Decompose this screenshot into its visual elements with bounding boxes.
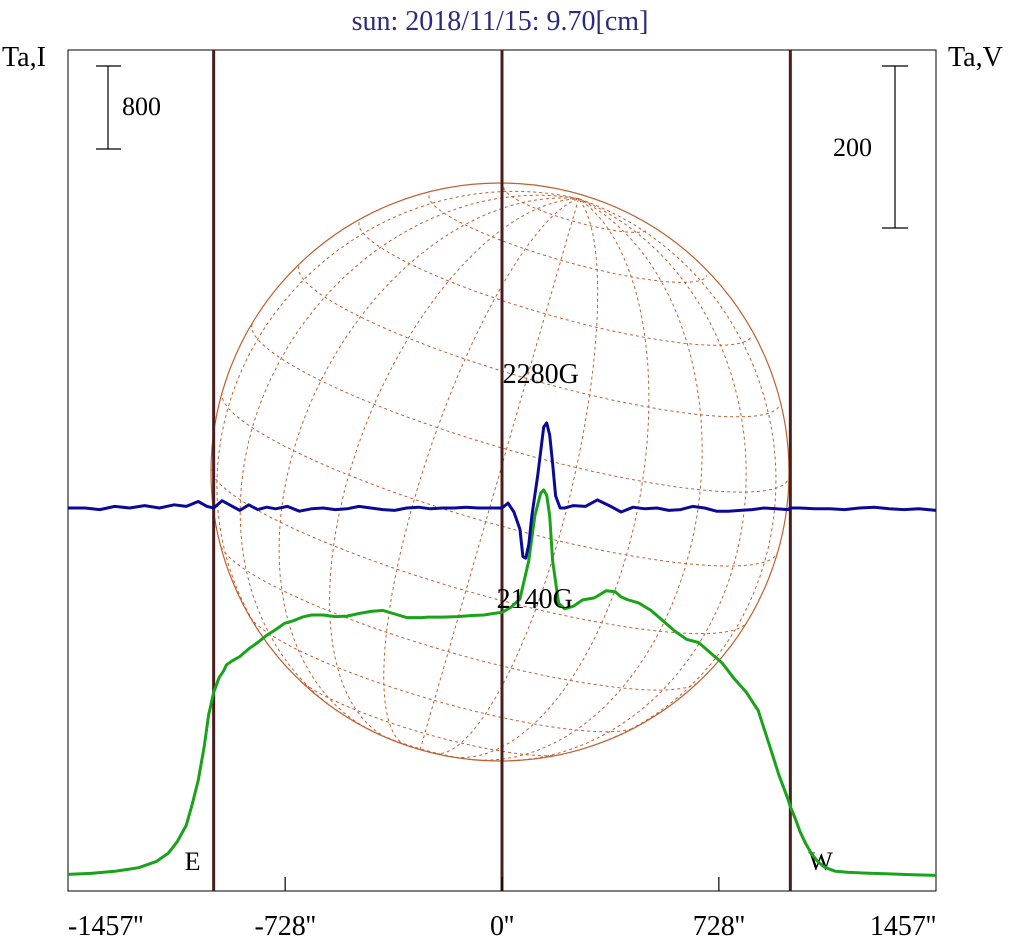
left-scale-label: 800 <box>122 92 161 121</box>
grid-meridian <box>239 194 579 712</box>
annotations: 2280G 2140G <box>497 359 579 615</box>
x-tick-label: 1457'' <box>870 911 936 941</box>
grid-parallel <box>503 187 649 233</box>
right-axis-label: Ta,V <box>948 42 1003 73</box>
field-annotation: 2280G <box>503 359 579 390</box>
x-tick-label: 728'' <box>693 911 745 941</box>
grid-meridian <box>578 198 777 747</box>
grid-meridian <box>449 198 650 759</box>
limb-label: W <box>808 847 833 876</box>
grid-parallel <box>299 679 560 757</box>
grid-meridian <box>419 198 580 750</box>
grid-meridian <box>329 198 579 741</box>
x-tick-label: -1457'' <box>68 911 143 941</box>
grid-parallel <box>249 616 635 733</box>
right-scale-bar <box>882 65 908 229</box>
solar-disk <box>210 182 790 762</box>
x-tick-label: -728'' <box>254 911 315 941</box>
grid-meridian <box>278 197 579 731</box>
series-line-I <box>67 488 937 877</box>
left-axis-label: Ta,I <box>2 42 46 73</box>
grid-meridian <box>510 198 747 762</box>
grid-parallel <box>220 546 697 691</box>
grid-parallel <box>370 729 473 761</box>
grid-parallel <box>251 324 790 493</box>
right-scale-label: 200 <box>833 133 872 162</box>
x-axis: -1457'' -728'' 0'' 728'' 1457'' <box>68 877 936 941</box>
series-line-V <box>68 421 937 560</box>
grid-parallel <box>428 195 708 283</box>
grid-parallel <box>358 222 753 346</box>
chart-title: sun: 2018/11/15: 9.70[cm] <box>352 6 649 37</box>
grid-meridian <box>383 198 579 746</box>
grid-parallel <box>221 392 779 567</box>
left-scale-bar <box>96 65 121 150</box>
grid-parallel <box>210 468 748 635</box>
heliographic-grid <box>210 187 790 762</box>
series <box>67 421 937 877</box>
limb-label: E <box>185 847 201 876</box>
field-annotation: 2140G <box>497 584 573 615</box>
grid-parallel <box>297 266 781 418</box>
grid-meridian <box>435 198 599 755</box>
x-tick-label: 0'' <box>490 911 514 941</box>
